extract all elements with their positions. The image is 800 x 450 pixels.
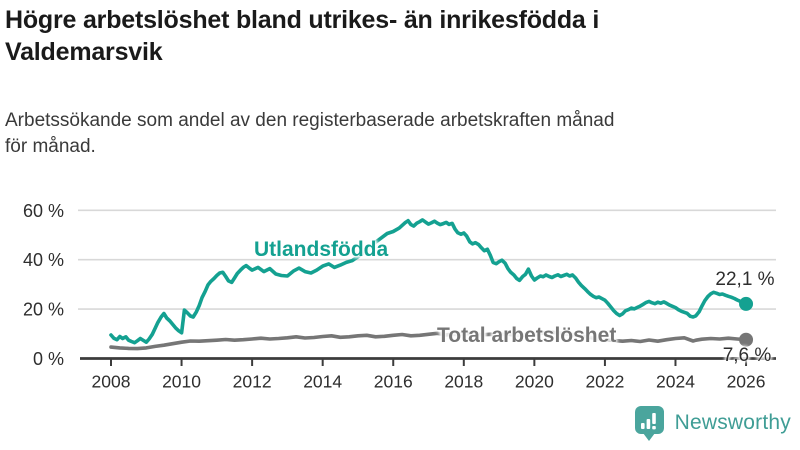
series-end-dot-utlandsfodda [739,296,754,311]
y-tick-label: 40 % [23,250,64,270]
end-value-label-utlandsfodda: 22,1 % [715,269,775,290]
x-tick-label: 2012 [233,372,272,392]
y-tick-label: 20 % [23,300,64,320]
series-label-total-arbetsloshet: Total arbetslöshet [437,324,617,347]
series-end-dot-total [739,332,754,347]
series-label-utlandsfodda: Utlandsfödda [254,238,389,261]
series-line-total [109,330,748,351]
x-tick-label: 2024 [656,372,695,392]
page-title-line-1: Högre arbetslöshet bland utrikes- än inr… [5,6,600,34]
x-tick-label: 2016 [374,372,413,392]
x-tick-label: 2008 [92,372,131,392]
chart-subtitle-line-1: Arbetssökande som andel av den registerb… [5,110,615,131]
x-tick-label: 2022 [585,372,624,392]
page-title-line-2: Valdemarsvik [5,38,163,66]
x-tick-label: 2026 [727,372,766,392]
x-tick-label: 2018 [444,372,483,392]
page-title: Högre arbetslöshet bland utrikes- än inr… [5,4,785,68]
chart-subtitle: Arbetssökande som andel av den registerb… [5,108,785,160]
newsworthy-attribution[interactable]: Newsworthy [634,403,791,443]
chart-subtitle-line-2: för månad. [5,136,96,157]
x-tick-label: 2020 [515,372,554,392]
y-tick-label: 0 % [33,349,64,369]
newsworthy-brand-name: Newsworthy [674,411,791,434]
y-tick-label: 60 % [23,201,64,221]
x-tick-label: 2014 [303,372,342,392]
series-line-utlandsfodda [109,218,748,345]
x-tick-label: 2010 [162,372,201,392]
newsworthy-logo-icon [634,406,664,441]
end-value-label-total: 7,6 % [722,345,772,366]
